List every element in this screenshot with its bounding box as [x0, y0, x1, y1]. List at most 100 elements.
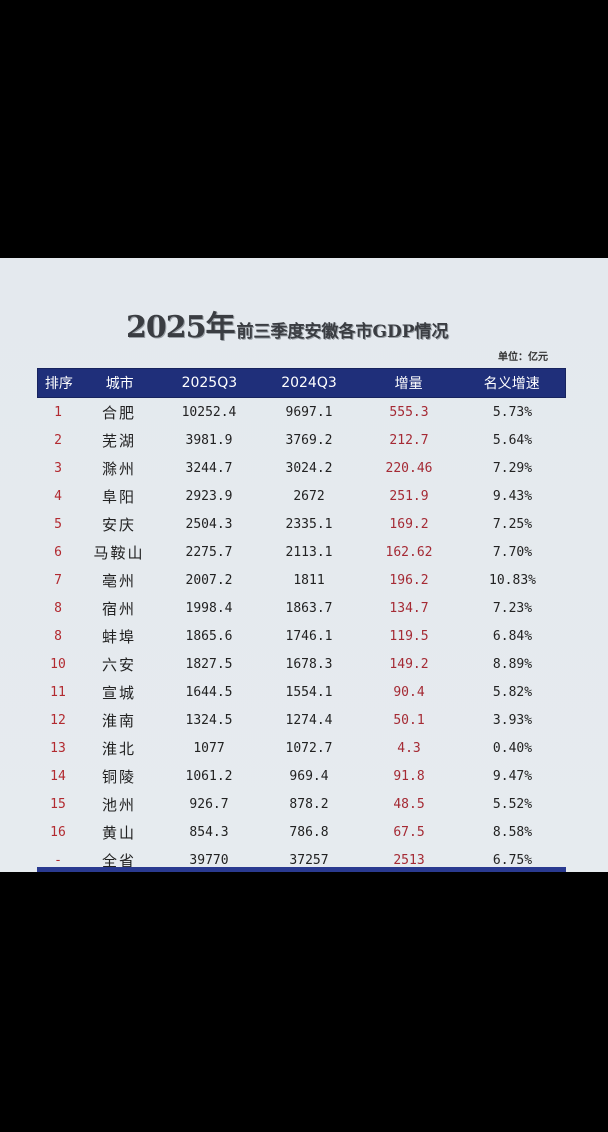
table-row: 3 滁州 3244.7 3024.2 220.46 7.29%	[37, 454, 566, 482]
gdp-2025q3-cell: 1865.6	[185, 628, 233, 644]
city-cell: 淮北	[101, 739, 136, 758]
rank-cell: 10	[50, 656, 66, 672]
header-increment: 增量	[394, 376, 423, 392]
growth-rate-cell: 8.89%	[492, 656, 533, 672]
increment-cell: 4.3	[397, 740, 421, 756]
rank-cell: 4	[54, 488, 62, 504]
gdp-2024q3-cell: 1678.3	[285, 656, 333, 672]
rank-cell: 2	[54, 432, 62, 448]
growth-rate-cell: 6.84%	[492, 628, 533, 644]
city-cell: 宣城	[101, 683, 136, 702]
page-title: 2025年 前三季度安徽各市GDP情况	[126, 302, 449, 346]
table-row: 11 宣城 1644.5 1554.1 90.4 5.82%	[37, 678, 566, 706]
title-year: 2025年	[126, 310, 235, 345]
rank-cell: 7	[54, 572, 62, 588]
gdp-2024q3-cell: 1554.1	[285, 684, 333, 700]
gdp-2025q3-cell: 854.3	[189, 824, 229, 840]
header-city: 城市	[105, 376, 134, 392]
table-row: 8 蚌埠 1865.6 1746.1 119.5 6.84%	[37, 622, 566, 650]
city-cell: 安庆	[101, 515, 136, 534]
gdp-2024q3-cell: 2672	[293, 488, 325, 504]
gdp-2024q3-cell: 3024.2	[285, 460, 333, 476]
table-row: 1 合肥 10252.4 9697.1 555.3 5.73%	[37, 398, 566, 426]
increment-cell: 134.7	[389, 600, 429, 616]
gdp-2025q3-cell: 3981.9	[185, 432, 233, 448]
city-cell: 蚌埠	[101, 627, 136, 646]
table-row: 5 安庆 2504.3 2335.1 169.2 7.25%	[37, 510, 566, 538]
table-row: 4 阜阳 2923.9 2672 251.9 9.43%	[37, 482, 566, 510]
rank-cell: 12	[50, 712, 66, 728]
gdp-2025q3-cell: 1644.5	[185, 684, 233, 700]
growth-rate-cell: 0.40%	[492, 740, 533, 756]
gdp-2024q3-cell: 9697.1	[285, 404, 333, 420]
city-cell: 合肥	[101, 403, 136, 422]
gdp-2025q3-cell: 39770	[189, 852, 229, 868]
gdp-2024q3-cell: 2335.1	[285, 516, 333, 532]
gdp-2025q3-cell: 2275.7	[185, 544, 233, 560]
gdp-2025q3-cell: 1827.5	[185, 656, 233, 672]
growth-rate-cell: 9.47%	[492, 768, 533, 784]
table-row: 10 六安 1827.5 1678.3 149.2 8.89%	[37, 650, 566, 678]
rank-cell: 1	[54, 404, 62, 420]
table-header: 排序 城市 2025Q3 2024Q3 增量 名义增速	[37, 368, 566, 398]
increment-cell: 149.2	[389, 656, 429, 672]
gdp-2024q3-cell: 1274.4	[285, 712, 333, 728]
title-text: 前三季度安徽各市GDP情况	[236, 322, 449, 342]
increment-cell: 2513	[393, 852, 425, 868]
rank-cell: 3	[54, 460, 62, 476]
growth-rate-cell: 10.83%	[489, 572, 536, 588]
increment-cell: 251.9	[389, 488, 429, 504]
increment-cell: 119.5	[389, 628, 429, 644]
gdp-2024q3-cell: 3769.2	[285, 432, 333, 448]
increment-cell: 91.8	[393, 768, 425, 784]
gdp-2024q3-cell: 1811	[293, 572, 325, 588]
city-cell: 铜陵	[101, 767, 136, 786]
growth-rate-cell: 7.70%	[492, 544, 533, 560]
header-rank: 排序	[44, 376, 73, 392]
growth-rate-cell: 5.82%	[492, 684, 533, 700]
growth-rate-cell: 7.23%	[492, 600, 533, 616]
growth-rate-cell: 8.58%	[492, 824, 533, 840]
gdp-2025q3-cell: 1061.2	[185, 768, 233, 784]
increment-cell: 220.46	[385, 460, 433, 476]
growth-rate-cell: 5.52%	[492, 796, 533, 812]
table-row: 2 芜湖 3981.9 3769.2 212.7 5.64%	[37, 426, 566, 454]
increment-cell: 90.4	[393, 684, 425, 700]
gdp-2025q3-cell: 1998.4	[185, 600, 233, 616]
header-growth-rate: 名义增速	[483, 376, 540, 392]
table-row: 14 铜陵 1061.2 969.4 91.8 9.47%	[37, 762, 566, 790]
growth-rate-cell: 5.73%	[492, 404, 533, 420]
city-cell: 亳州	[101, 571, 136, 590]
table-row: - 全省 39770 37257 2513 6.75%	[37, 846, 566, 872]
rank-cell: 5	[54, 516, 62, 532]
gdp-2025q3-cell: 2007.2	[185, 572, 233, 588]
city-cell: 池州	[101, 795, 136, 814]
header-2025q3: 2025Q3	[181, 375, 238, 391]
document-image: 2025年 前三季度安徽各市GDP情况 单位：亿元 排序 城市 2025Q3 20…	[0, 258, 608, 872]
city-cell: 芜湖	[101, 431, 136, 450]
rank-cell: 16	[50, 824, 66, 840]
rank-cell: 8	[54, 600, 62, 616]
table-row: 6 马鞍山 2275.7 2113.1 162.62 7.70%	[37, 538, 566, 566]
gdp-2025q3-cell: 2504.3	[185, 516, 233, 532]
growth-rate-cell: 9.43%	[492, 488, 533, 504]
city-cell: 淮南	[101, 711, 136, 730]
gdp-2025q3-cell: 10252.4	[181, 404, 237, 420]
city-cell: 阜阳	[101, 487, 136, 506]
table-row: 15 池州 926.7 878.2 48.5 5.52%	[37, 790, 566, 818]
gdp-2024q3-cell: 878.2	[289, 796, 329, 812]
growth-rate-cell: 7.25%	[492, 516, 533, 532]
table-row: 13 淮北 1077 1072.7 4.3 0.40%	[37, 734, 566, 762]
gdp-table: 排序 城市 2025Q3 2024Q3 增量 名义增速 1 合肥 10252.4 96…	[37, 368, 566, 872]
gdp-2025q3-cell: 1324.5	[185, 712, 233, 728]
rank-cell: -	[54, 852, 62, 868]
gdp-2025q3-cell: 3244.7	[185, 460, 233, 476]
table-row: 12 淮南 1324.5 1274.4 50.1 3.93%	[37, 706, 566, 734]
increment-cell: 48.5	[393, 796, 425, 812]
gdp-2024q3-cell: 2113.1	[285, 544, 333, 560]
city-cell: 黄山	[101, 823, 136, 842]
gdp-2024q3-cell: 1746.1	[285, 628, 333, 644]
gdp-2024q3-cell: 37257	[289, 852, 329, 868]
gdp-2024q3-cell: 1072.7	[285, 740, 333, 756]
city-cell: 全省	[101, 851, 136, 870]
